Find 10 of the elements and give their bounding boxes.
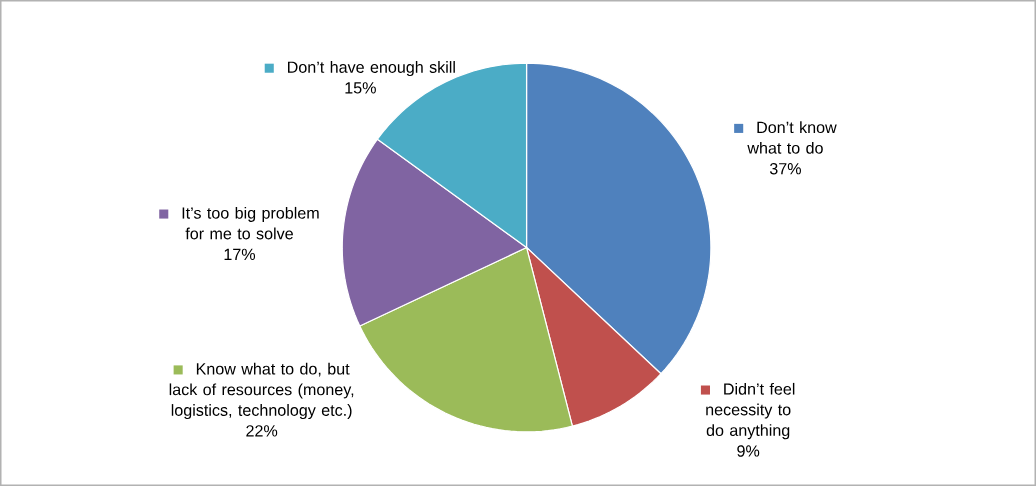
legend-label: It’s too big problem for me to solve bbox=[182, 206, 319, 240]
data-label: 37% bbox=[769, 162, 801, 175]
data-label: 17% bbox=[224, 248, 256, 260]
data-label: 9% bbox=[737, 445, 760, 457]
legend-label: Didn’t feel necessity to do anything bbox=[706, 382, 795, 440]
data-label: 15% bbox=[345, 82, 376, 94]
legend-label: Know what to do, but lack of resources (money, logistics, technology etc.) bbox=[169, 362, 354, 420]
legend-label: Don’t have enough skill bbox=[288, 61, 455, 77]
data-label: 22% bbox=[246, 425, 278, 437]
legend-label: Don’t know what to do bbox=[747, 121, 837, 154]
